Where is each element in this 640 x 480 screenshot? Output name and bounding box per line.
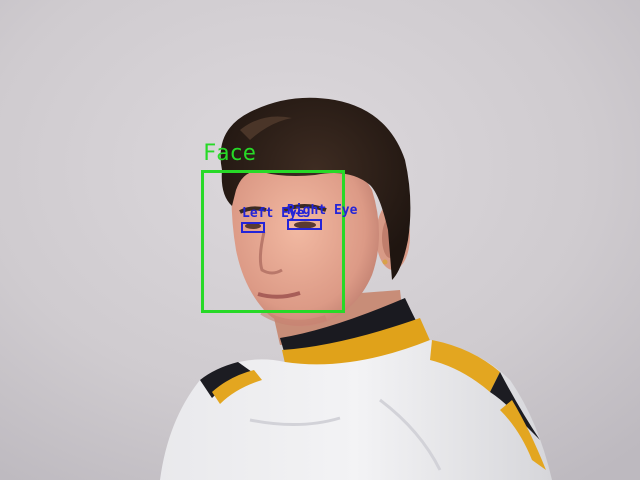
right-eye-detection-label: Right Eye [287, 203, 358, 218]
face-detection-label: Face [203, 141, 256, 166]
left-eye-detection-label: Left Eye [242, 206, 305, 221]
